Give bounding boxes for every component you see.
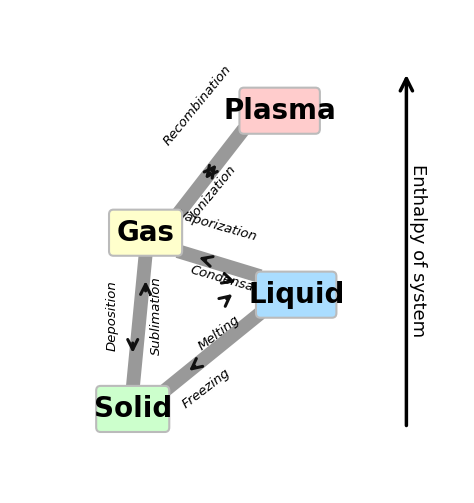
Text: Liquid: Liquid bbox=[248, 281, 345, 309]
Text: Enthalpy of system: Enthalpy of system bbox=[409, 163, 427, 337]
Text: Deposition: Deposition bbox=[106, 281, 119, 352]
Text: Freezing: Freezing bbox=[180, 366, 233, 411]
Text: Vaporization: Vaporization bbox=[176, 209, 259, 244]
Text: Solid: Solid bbox=[93, 395, 172, 423]
Text: Melting: Melting bbox=[196, 313, 242, 353]
Text: Sublimation: Sublimation bbox=[150, 277, 163, 355]
Text: Plasma: Plasma bbox=[223, 97, 336, 125]
Text: Recombination: Recombination bbox=[161, 62, 234, 147]
Text: Condensation: Condensation bbox=[188, 264, 279, 301]
FancyBboxPatch shape bbox=[96, 386, 169, 432]
FancyBboxPatch shape bbox=[256, 272, 337, 318]
FancyBboxPatch shape bbox=[109, 210, 182, 256]
Text: Ionization: Ionization bbox=[188, 163, 239, 221]
FancyBboxPatch shape bbox=[239, 88, 320, 134]
Text: Gas: Gas bbox=[117, 219, 174, 246]
